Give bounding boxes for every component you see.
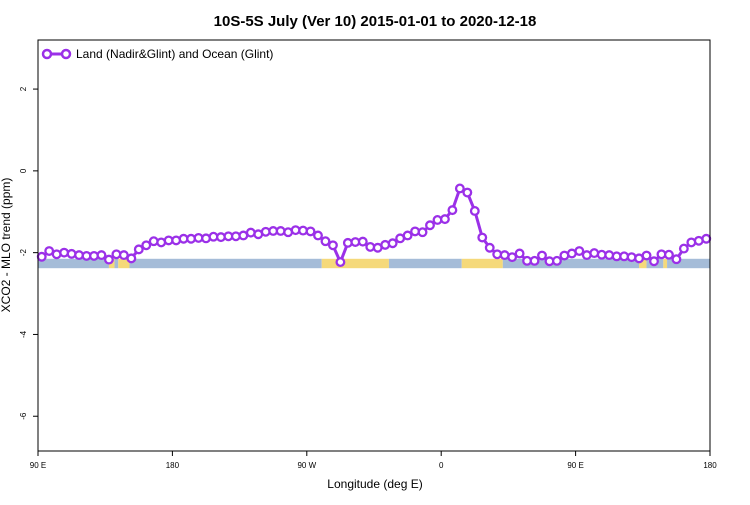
data-point xyxy=(439,214,450,225)
data-point xyxy=(454,183,465,194)
y-tick-label: -2 xyxy=(19,249,28,257)
surface-band-ocean xyxy=(129,258,322,269)
y-tick-label: -6 xyxy=(19,412,28,420)
plot-frame xyxy=(37,39,711,452)
data-point xyxy=(305,226,316,237)
data-point xyxy=(663,249,674,260)
data-point xyxy=(514,248,525,259)
data-point xyxy=(626,252,637,263)
data-point xyxy=(66,248,77,259)
data-point xyxy=(402,230,413,241)
data-point xyxy=(671,254,682,265)
data-point xyxy=(126,253,137,264)
x-tick-label: 90 E xyxy=(567,461,583,470)
data-point xyxy=(462,187,473,198)
data-point xyxy=(484,242,495,253)
data-point xyxy=(417,227,428,238)
data-point xyxy=(447,205,458,216)
data-point xyxy=(477,232,488,243)
data-point xyxy=(551,255,562,266)
y-tick-label: -4 xyxy=(19,330,28,338)
data-point xyxy=(507,252,518,263)
data-point xyxy=(469,205,480,216)
data-point xyxy=(537,250,547,261)
x-tick-label: 90 E xyxy=(30,461,46,470)
data-point xyxy=(327,240,338,251)
data-point xyxy=(604,250,615,261)
surface-band-ocean xyxy=(114,258,119,269)
surface-band-ocean xyxy=(38,258,109,269)
data-point xyxy=(320,236,331,247)
legend: Land (Nadir&Glint) and Ocean (Glint) xyxy=(41,47,273,61)
y-tick-label: 2 xyxy=(19,86,28,91)
surface-band-land xyxy=(321,258,389,269)
data-point xyxy=(36,251,47,262)
legend-label: Land (Nadir&Glint) and Ocean (Glint) xyxy=(76,47,273,61)
surface-band-ocean xyxy=(502,258,640,269)
surface-band-ocean xyxy=(667,258,710,269)
data-point xyxy=(701,233,712,244)
surface-band-land xyxy=(663,258,668,269)
series-layer xyxy=(36,183,712,268)
data-point xyxy=(425,220,435,231)
data-point xyxy=(275,226,286,236)
data-point xyxy=(529,255,540,266)
data-point xyxy=(641,250,652,261)
data-point xyxy=(574,246,585,256)
y-tick-label: 0 xyxy=(19,168,28,173)
x-tick-label: 90 W xyxy=(297,461,316,470)
y-axis-label: XCO2 - MLO trend (ppm) xyxy=(0,178,13,313)
surface-band-land xyxy=(118,258,130,269)
legend-marker-right xyxy=(60,48,72,60)
data-point xyxy=(357,236,368,247)
data-point xyxy=(649,256,659,267)
surface-type-band xyxy=(38,258,710,269)
data-point xyxy=(96,250,107,261)
x-tick-label: 0 xyxy=(439,461,444,470)
data-point xyxy=(148,236,159,247)
data-point xyxy=(335,257,346,268)
x-tick-label: 180 xyxy=(166,461,180,470)
data-point xyxy=(387,238,398,249)
chart-title: 10S-5S July (Ver 10) 2015-01-01 to 2020-… xyxy=(214,13,537,30)
surface-band-land xyxy=(461,258,503,269)
axis-ticks: 90 E 180 90 W 0 90 E 180 2 0 -2 -4 -6 xyxy=(19,86,717,470)
x-tick-label: 180 xyxy=(703,461,717,470)
data-point xyxy=(133,244,144,255)
data-point xyxy=(103,254,114,265)
data-point xyxy=(141,240,152,251)
data-point xyxy=(678,243,689,254)
surface-band-land xyxy=(639,258,647,269)
data-point xyxy=(313,230,323,241)
x-axis-label: Longitude (deg E) xyxy=(327,477,422,491)
legend-marker-left xyxy=(41,48,53,60)
data-point xyxy=(59,247,70,258)
surface-band-ocean xyxy=(388,258,462,269)
